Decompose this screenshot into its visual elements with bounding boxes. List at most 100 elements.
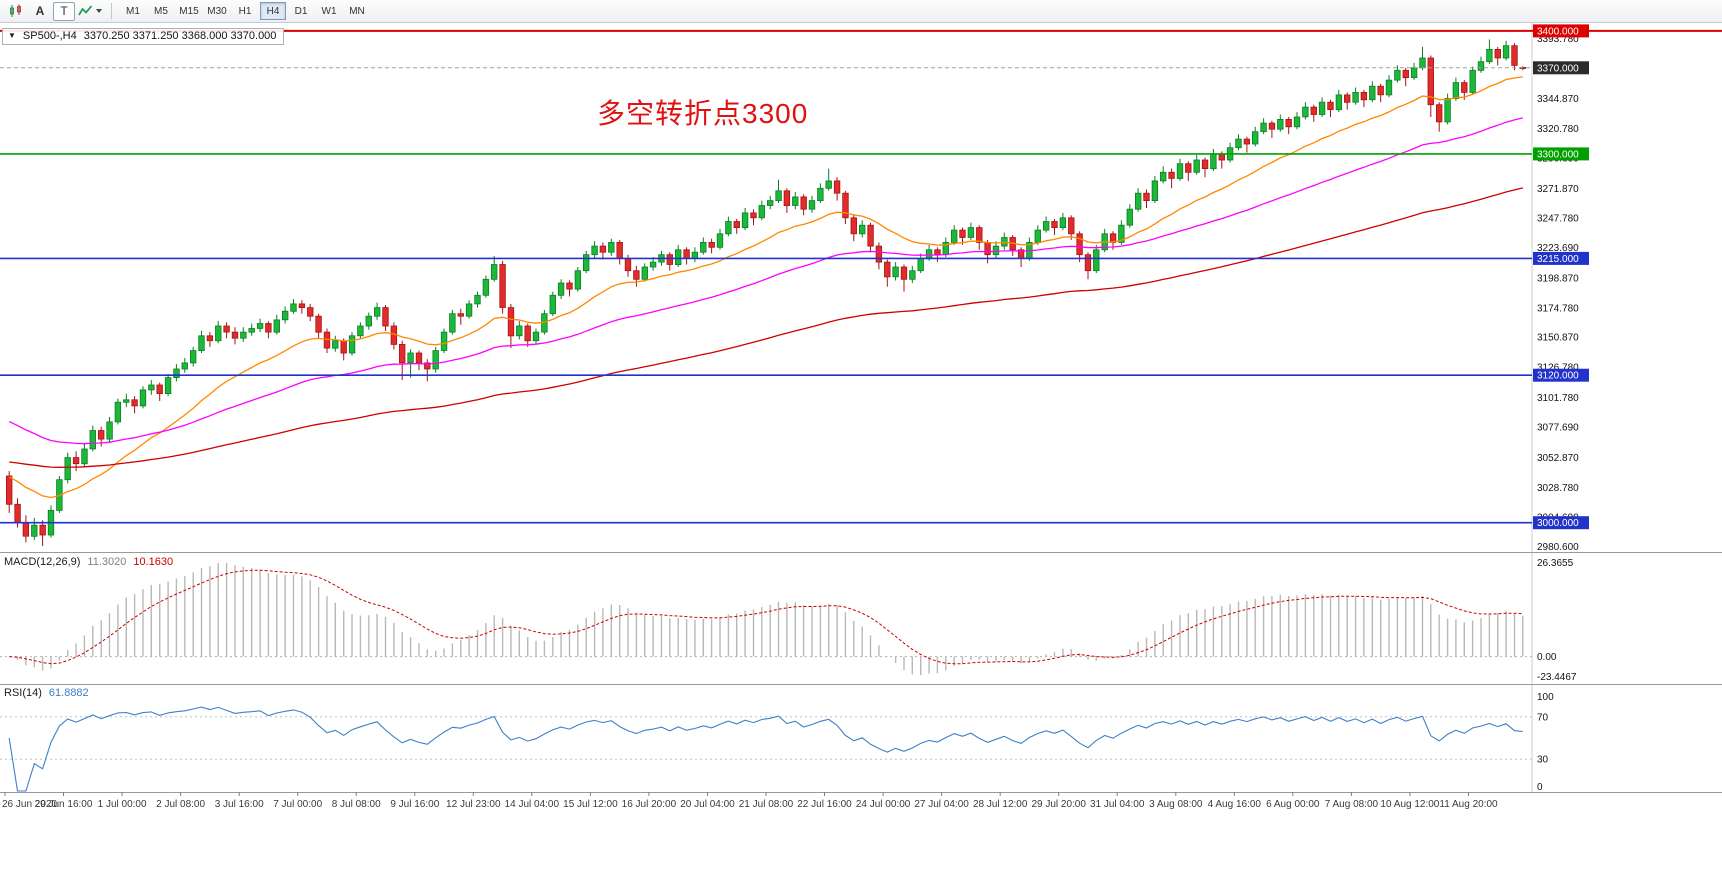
- price-badge-label: 3300.000: [1537, 149, 1579, 160]
- candle-body: [1135, 192, 1142, 210]
- candle-body: [424, 362, 431, 370]
- timeframe-button-h1[interactable]: H1: [238, 5, 252, 17]
- rsi-name: RSI(14): [4, 687, 42, 699]
- macd-axis-label: -23.4467: [1537, 672, 1577, 683]
- letter-a-icon: A: [35, 4, 45, 18]
- candle-body: [231, 331, 239, 339]
- candle-body: [708, 241, 715, 248]
- candle-body: [490, 264, 498, 280]
- price-tick-label: 3320.780: [1537, 124, 1579, 135]
- candle-body: [683, 249, 690, 259]
- candle-body: [792, 196, 799, 206]
- candle-body: [532, 331, 540, 342]
- time-label: 14 Jul 04:00: [505, 799, 560, 810]
- candle-body: [248, 328, 255, 333]
- candle-body: [1168, 171, 1175, 179]
- timeframe-button-w1[interactable]: W1: [321, 5, 337, 17]
- time-label: 11 Aug 20:00: [1439, 799, 1498, 810]
- candle-body: [465, 303, 473, 317]
- candle-body: [1494, 49, 1501, 59]
- candle-body: [1344, 94, 1351, 103]
- time-label: 10 Aug 12:00: [1380, 799, 1439, 810]
- toolbar-separator: [111, 3, 112, 19]
- price-tick-label: 3150.870: [1537, 333, 1579, 344]
- timeframe-button-mn[interactable]: MN: [349, 5, 365, 17]
- candle-body: [800, 196, 807, 210]
- candle-body: [323, 331, 331, 349]
- rsi-axis-label: 30: [1537, 755, 1549, 766]
- candle-body: [1034, 229, 1041, 243]
- timeframe-button-m15[interactable]: M15: [179, 5, 199, 17]
- candle-body: [1277, 119, 1284, 130]
- candle-body: [89, 430, 96, 450]
- annotation-text[interactable]: 多空转折点3300: [597, 98, 809, 129]
- candle-body: [867, 224, 874, 247]
- candle-body: [6, 475, 13, 505]
- candle-body: [591, 245, 598, 256]
- candle-body: [557, 282, 565, 296]
- chart-title-box[interactable]: ▼ SP500-,H4 3370.250 3371.250 3368.000 3…: [2, 28, 285, 45]
- candle-body: [741, 212, 749, 229]
- candle-body: [758, 205, 765, 219]
- candle-body: [139, 389, 147, 407]
- candle-body: [1486, 49, 1493, 63]
- candle-body: [649, 261, 657, 268]
- candle-body: [482, 278, 490, 296]
- candle-body: [633, 270, 640, 280]
- timeframe-button-m1[interactable]: M1: [126, 5, 140, 17]
- candle-body: [959, 229, 966, 238]
- candle-body: [22, 522, 30, 537]
- macd-value-signal: 10.1630: [133, 556, 174, 568]
- candle-body: [1318, 101, 1326, 115]
- macd-axis-label: 26.3655: [1537, 558, 1574, 569]
- price-tick-label: 3174.780: [1537, 303, 1579, 314]
- indicators-dropdown-button[interactable]: [77, 2, 103, 21]
- candle-body: [281, 310, 289, 321]
- candle-body: [457, 313, 464, 317]
- chart-window-button[interactable]: [5, 2, 27, 21]
- candle-body: [925, 249, 933, 259]
- candle-body: [666, 254, 673, 265]
- rsi-axis-label: 0: [1537, 782, 1543, 793]
- candle-body: [884, 261, 891, 278]
- candle-body: [223, 325, 230, 333]
- candle-body: [1511, 45, 1518, 66]
- text-tool-button[interactable]: T: [53, 1, 75, 21]
- candle-body: [716, 233, 724, 248]
- timeframe-button-m5[interactable]: M5: [154, 5, 168, 17]
- candle-body: [1268, 122, 1276, 130]
- candle-body: [583, 254, 590, 272]
- time-label: 24 Jul 00:00: [856, 799, 911, 810]
- candle-body: [206, 335, 214, 342]
- timeframe-button-m30[interactable]: M30: [207, 5, 227, 17]
- time-label: 9 Jul 16:00: [390, 799, 439, 810]
- candle-body: [850, 217, 857, 235]
- timeframe-button-h4[interactable]: H4: [260, 2, 286, 20]
- candle-body: [951, 229, 958, 243]
- time-label: 29 Jul 20:00: [1031, 799, 1086, 810]
- candle-body: [767, 200, 774, 206]
- price-badge: [1533, 251, 1589, 265]
- candle-body: [1419, 57, 1426, 69]
- timeframe-button-d1[interactable]: D1: [294, 5, 308, 17]
- candle-body: [98, 430, 105, 440]
- text-label-tool-button[interactable]: A: [29, 2, 51, 21]
- price-tick-label: 2980.600: [1537, 542, 1579, 553]
- candle-body: [189, 350, 197, 364]
- candle-body: [1193, 159, 1200, 173]
- candle-body: [608, 241, 615, 253]
- candle-body: [1452, 82, 1460, 99]
- price-tick-label: 3247.780: [1537, 214, 1579, 225]
- time-label: 3 Aug 08:00: [1149, 799, 1203, 810]
- time-label: 29 Jun 16:00: [35, 799, 93, 810]
- candle-body: [1068, 217, 1075, 235]
- time-label: 16 Jul 20:00: [622, 799, 677, 810]
- rsi-axis-label: 70: [1537, 712, 1549, 723]
- time-label: 20 Jul 04:00: [680, 799, 735, 810]
- time-label: 28 Jul 12:00: [973, 799, 1028, 810]
- candle-body: [1469, 69, 1476, 93]
- candle-body: [1051, 221, 1058, 228]
- candle-body: [240, 331, 247, 339]
- macd-signal-line: [9, 569, 1523, 665]
